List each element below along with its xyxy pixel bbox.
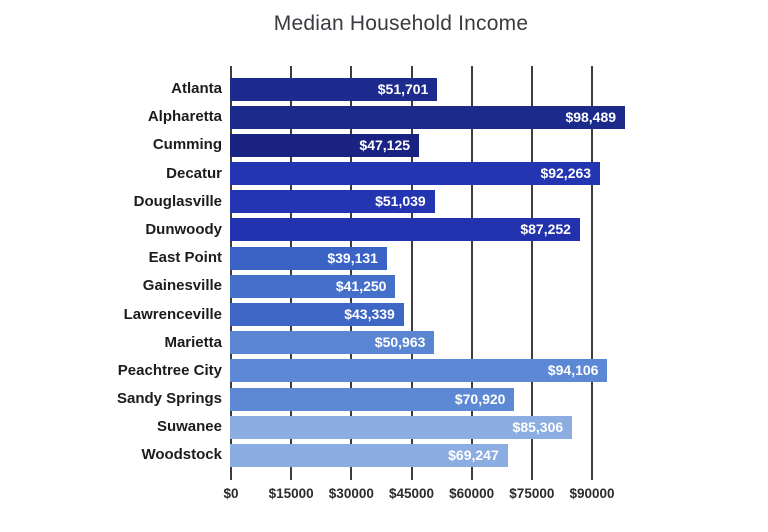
category-label: Peachtree City [117, 361, 222, 379]
bar-value-label: $85,306 [512, 418, 564, 435]
bar-row: Alpharetta $98,489 [148, 103, 650, 131]
x-tick-label: $15000 [268, 486, 314, 501]
gridline [230, 66, 232, 480]
gridline [350, 66, 353, 480]
bar: $51,701 [230, 77, 438, 101]
bar: $43,339 [230, 303, 404, 326]
bar: $39,131 [230, 246, 387, 270]
bar-value-label: $69,247 [448, 446, 499, 463]
category-label: East Point [148, 249, 222, 267]
bar-value-label: $87,252 [520, 221, 571, 238]
category-label: Dunwoody [145, 220, 222, 238]
bar-row: Peachtree City $94,106 [118, 357, 650, 385]
category-label: Cumming [152, 136, 222, 154]
gridline [290, 66, 293, 480]
bar-value-label: $43,339 [344, 306, 395, 322]
category-label: Sandy Springs [116, 390, 222, 408]
bar-value-label: $94,106 [547, 362, 599, 379]
category-label: Marietta [164, 333, 222, 351]
chart-title: Median Household Income [273, 12, 529, 35]
bar-value-label: $92,263 [540, 165, 592, 182]
bar-row: East Point $39,131 [149, 244, 650, 272]
bar-row: Atlanta $51,701 [171, 75, 650, 103]
category-label: Douglasville [133, 192, 222, 210]
x-tick-label: $75000 [509, 486, 555, 501]
bar-row: Douglasville $51,039 [134, 188, 650, 216]
gridline [410, 66, 413, 480]
x-tick-label: $60000 [449, 486, 495, 501]
x-axis: $0 $15000 $30000 $45000 $60000 $75000 $90000 [223, 486, 650, 508]
bar-row: Woodstock $69,247 [141, 441, 650, 469]
bar-row: Cumming $47,125 [153, 131, 650, 159]
bar: $41,250 [230, 274, 396, 298]
category-label: Atlanta [171, 80, 222, 97]
gridline [530, 66, 533, 480]
category-label: Lawrenceville [123, 305, 222, 323]
category-label: Alpharetta [147, 108, 222, 126]
bar-value-label: $98,489 [565, 108, 617, 125]
bar: $69,247 [230, 443, 508, 467]
bar: $92,263 [230, 162, 601, 186]
bar: $85,306 [230, 415, 573, 439]
bar: $70,920 [230, 387, 515, 411]
bar: $51,039 [230, 190, 435, 214]
category-label: Woodstock [141, 446, 222, 464]
bar-value-label: $70,920 [454, 390, 506, 407]
bar-row: Suwanee $85,306 [157, 413, 650, 441]
bar-row: Decatur $92,263 [166, 160, 650, 188]
bar-value-label: $50,963 [374, 334, 426, 351]
bar: $94,106 [230, 359, 608, 383]
bar-value-label: $41,250 [335, 277, 387, 294]
bar-row: Dunwoody $87,252 [145, 216, 650, 244]
bar: $50,963 [230, 331, 435, 355]
bar-row: Gainesville $41,250 [143, 272, 650, 300]
x-tick-label: $0 [223, 486, 239, 501]
bar: $87,252 [230, 218, 580, 242]
category-label: Gainesville [142, 277, 222, 295]
bar-value-label: $47,125 [359, 136, 411, 153]
bar-row: Lawrenceville $43,339 [124, 301, 650, 329]
category-label: Suwanee [156, 418, 222, 436]
bar-row: Sandy Springs $70,920 [117, 385, 650, 413]
bar-value-label: $39,131 [327, 249, 378, 266]
bar-value-label: $51,701 [377, 80, 429, 97]
x-tick-label: $30000 [328, 486, 374, 501]
bar-rows: Atlanta $51,701 Alpharetta $98,489 Cumming $4… [117, 75, 650, 470]
bar: $98,489 [230, 105, 626, 129]
bar-row: Marietta $50,963 [164, 329, 650, 357]
plot-area: Atlanta $51,701 Alpharetta $98,489 Cumming $4… [117, 66, 650, 501]
gridline [470, 66, 473, 480]
gridline [591, 66, 593, 480]
bar-value-label: $51,039 [375, 193, 426, 210]
x-tick-label: $90000 [569, 486, 615, 501]
x-tick-label: $45000 [388, 486, 435, 501]
category-label: Decatur [166, 164, 222, 182]
bar: $47,125 [230, 133, 420, 157]
